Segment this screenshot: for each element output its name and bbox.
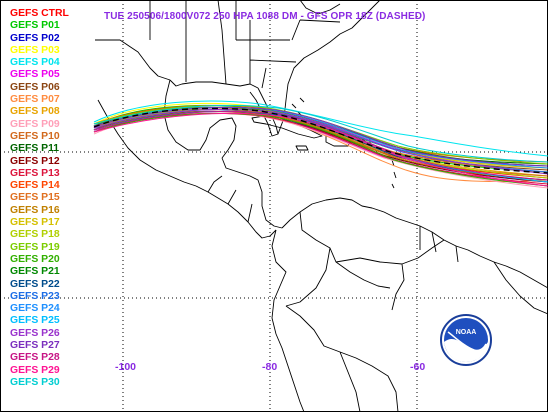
- legend-item: GEFS P14: [10, 180, 60, 192]
- legend-item: GEFS P30: [10, 376, 60, 388]
- legend-item: GEFS P08: [10, 106, 60, 118]
- contour-p04: [93, 100, 548, 157]
- contour-p30: [93, 104, 548, 163]
- longitude-label-80w: -80: [262, 361, 278, 373]
- legend-item: GEFS P01: [10, 20, 60, 32]
- gulf-coast-north: [169, 79, 259, 89]
- legend-item: GEFS P23: [10, 290, 60, 302]
- legend-item: GEFS P13: [10, 167, 60, 179]
- legend-item: GEFS P07: [10, 94, 60, 106]
- legend-item: GEFS P24: [10, 303, 60, 315]
- contour-p29: [93, 112, 548, 187]
- central-america-caribbean: [221, 157, 283, 229]
- south-america-south-borders: [285, 305, 399, 412]
- legend-item: GEFS CTRL: [10, 8, 69, 19]
- legend-item: GEFS P25: [10, 315, 60, 327]
- legend-item: GEFS P11: [10, 143, 60, 155]
- coastlines: [95, 0, 548, 412]
- legend-item: GEFS P17: [10, 217, 60, 229]
- legend-item: GEFS P04: [10, 57, 60, 69]
- legend-item: GEFS P29: [10, 364, 60, 376]
- jamaica: [295, 145, 309, 151]
- legend-item: GEFS P18: [10, 229, 60, 241]
- south-america-borders: [285, 211, 459, 311]
- legend: GEFS CTRL GEFS P01 GEFS P02 GEFS P03 GEFS P0…: [10, 8, 69, 389]
- legend-item: GEFS P21: [10, 266, 60, 278]
- longitude-label-60w: -60: [410, 361, 426, 373]
- noaa-logo-text: NOAA: [456, 329, 477, 336]
- legend-item: GEFS P09: [10, 118, 60, 130]
- legend-item: GEFS P20: [10, 253, 60, 265]
- legend-item: GEFS P26: [10, 327, 60, 339]
- mexico-gulf-coast: [163, 79, 237, 159]
- contour-p26: [93, 108, 548, 175]
- legend-item: GEFS P28: [10, 352, 60, 364]
- legend-item: GEFS P22: [10, 278, 60, 290]
- legend-item: GEFS P03: [10, 44, 60, 56]
- contour-p28: [93, 110, 548, 181]
- legend-item: GEFS P10: [10, 130, 60, 142]
- noaa-logo: NOAA: [440, 314, 492, 366]
- legend-item: GEFS P02: [10, 32, 60, 44]
- contour-p27: [93, 106, 548, 167]
- legend-item: GEFS P12: [10, 155, 60, 167]
- brazil-coast: [493, 261, 548, 315]
- central-america-borders: [207, 175, 253, 223]
- us-state-borders: [149, 0, 341, 89]
- legend-item: GEFS P15: [10, 192, 60, 204]
- legend-item: GEFS P16: [10, 204, 60, 216]
- legend-item: GEFS P06: [10, 81, 60, 93]
- south-america-pacific-coast: [271, 229, 305, 412]
- us-atlantic-coast: [277, 0, 381, 135]
- contour-gfs-oper-dashed: [93, 107, 548, 174]
- legend-item: GEFS P05: [10, 69, 60, 81]
- central-america-pacific: [195, 185, 277, 239]
- map-title: TUE 250506/1800V072 250 HPA 1088 DM - GF…: [104, 11, 426, 22]
- contour-p20: [93, 112, 548, 187]
- ensemble-contours: [93, 100, 548, 189]
- us-mexico-border: [95, 39, 171, 81]
- south-america-north-coast: [281, 197, 548, 289]
- legend-item: GEFS P19: [10, 241, 60, 253]
- great-lakes: [299, 0, 341, 15]
- legend-item: GEFS P27: [10, 340, 60, 352]
- longitude-label-100w: -100: [115, 361, 137, 373]
- bahamas: [291, 97, 311, 121]
